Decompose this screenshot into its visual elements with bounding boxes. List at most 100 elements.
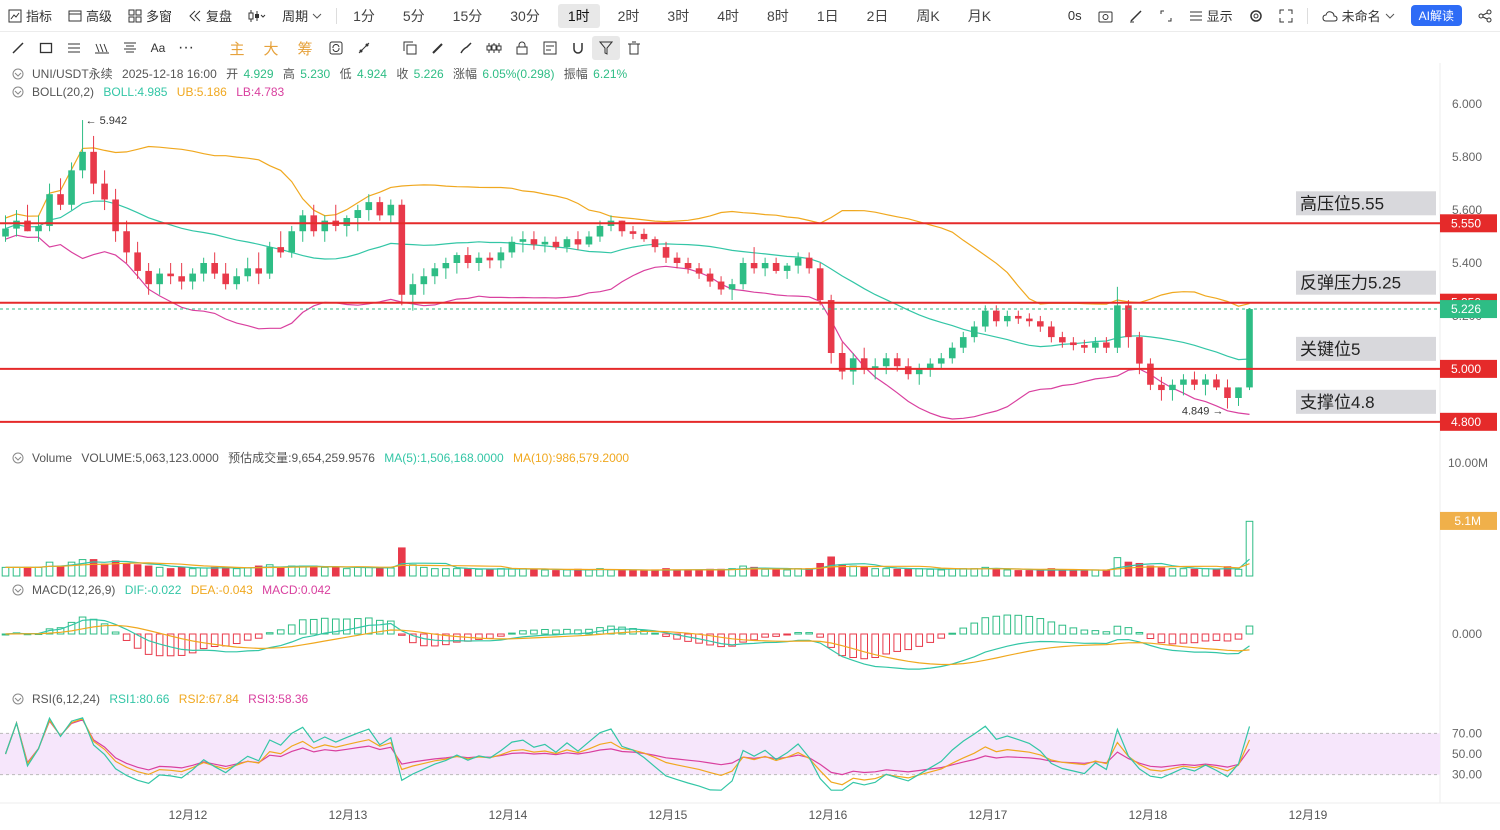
- candle-body: [244, 268, 251, 277]
- indicator-button[interactable]: 指标: [0, 4, 60, 28]
- draw-button[interactable]: [1121, 4, 1151, 28]
- candle-body: [13, 220, 20, 229]
- volume-pane: Volume VOLUME:5,063,123.0000 预估成交量:9,654…: [1, 450, 1497, 577]
- share-button[interactable]: [1470, 4, 1500, 28]
- filter-icon[interactable]: [592, 36, 620, 60]
- layout-dropdown[interactable]: 未命名: [1314, 4, 1403, 28]
- candle-body: [354, 210, 362, 218]
- level-label-bg-2: [1296, 336, 1436, 361]
- note-icon[interactable]: [536, 36, 564, 60]
- interval-1[interactable]: 5分: [402, 7, 425, 24]
- interval-2[interactable]: 15分: [452, 7, 483, 24]
- volume-bar: [243, 567, 252, 577]
- period-dropdown[interactable]: 周期: [274, 4, 330, 28]
- period-label: 周期: [282, 9, 309, 24]
- macd-histogram-bar: [618, 626, 626, 635]
- level-price-tag-0: 5.550: [1451, 216, 1481, 230]
- measure-icon[interactable]: [350, 36, 378, 60]
- candle-body: [662, 247, 670, 258]
- gann-tool-icon[interactable]: [116, 36, 144, 60]
- interval-10[interactable]: 2日: [866, 7, 889, 24]
- interval-12[interactable]: 月K: [967, 7, 992, 24]
- interval-11[interactable]: 周K: [916, 7, 940, 24]
- multi-window-button[interactable]: 多窗: [120, 4, 180, 28]
- screenshot-button[interactable]: [1090, 4, 1121, 28]
- text-tool-icon[interactable]: Aa: [150, 41, 166, 55]
- volume-tag: 5.1M: [1454, 514, 1481, 528]
- macd-toggle-icon[interactable]: [12, 584, 24, 596]
- interval-0[interactable]: 1分: [353, 7, 375, 24]
- candle-body: [123, 231, 130, 253]
- volume-bar: [497, 568, 505, 577]
- share-icon: [1478, 9, 1492, 22]
- boll-toggle-icon[interactable]: [12, 86, 24, 98]
- main-force-tool[interactable]: 主: [229, 40, 245, 58]
- volume-bar: [1234, 568, 1243, 577]
- visibility-toggle-icon[interactable]: [12, 68, 24, 80]
- macd-histogram-bar: [320, 617, 329, 635]
- cloud-icon: [1322, 10, 1338, 21]
- interval-4[interactable]: 1时: [557, 3, 600, 28]
- parallel-tool-icon[interactable]: [60, 36, 88, 60]
- line-tool-icon[interactable]: [4, 36, 32, 60]
- interval-5[interactable]: 2时: [617, 7, 640, 24]
- volume-bar: [144, 565, 153, 577]
- candle-body: [871, 366, 879, 369]
- macd-histogram-bar: [871, 633, 879, 658]
- settings-button[interactable]: [1241, 4, 1271, 28]
- candle-body: [1070, 342, 1077, 346]
- candle-body: [68, 170, 75, 205]
- candle-body: [112, 199, 119, 232]
- volume-bar: [970, 568, 979, 577]
- candle-body: [904, 366, 912, 375]
- macd-histogram-bar: [673, 633, 681, 640]
- volume-bar: [607, 569, 615, 577]
- lock-icon[interactable]: [508, 36, 536, 60]
- macd-histogram-bar: [1179, 633, 1188, 644]
- brush-icon[interactable]: [452, 36, 480, 60]
- volume-toggle-icon[interactable]: [12, 452, 24, 464]
- candle-body: [156, 273, 163, 285]
- volume-bar: [56, 565, 65, 577]
- display-button[interactable]: 显示: [1181, 4, 1241, 28]
- macd-histogram-bar: [1113, 625, 1122, 635]
- chart-style-button[interactable]: [240, 4, 274, 28]
- rect-tool-icon[interactable]: [32, 36, 60, 60]
- macd-histogram-bar: [353, 618, 362, 635]
- candle-body: [1158, 384, 1165, 391]
- maximize-button[interactable]: [1271, 4, 1301, 28]
- macd-histogram-bar: [651, 632, 659, 635]
- ai-analysis-button[interactable]: AI解读: [1403, 4, 1470, 28]
- volume-bar: [23, 566, 32, 577]
- current-price-tag-bg: [1440, 300, 1497, 319]
- fullscreen-toggle[interactable]: [1151, 4, 1181, 28]
- interval-3[interactable]: 30分: [510, 7, 540, 24]
- volume-bar: [596, 568, 604, 577]
- trash-icon[interactable]: [620, 36, 648, 60]
- sync-icon[interactable]: [322, 36, 350, 60]
- copy-icon[interactable]: [396, 36, 424, 60]
- more-tools-icon[interactable]: ···: [178, 39, 194, 56]
- large-order-tool[interactable]: 大: [263, 40, 279, 58]
- interval-7[interactable]: 4时: [717, 7, 740, 24]
- candle-body: [574, 239, 582, 245]
- macd-histogram-bar: [1146, 633, 1155, 640]
- volume-bar: [981, 566, 990, 577]
- magnet-icon[interactable]: [564, 36, 592, 60]
- fib-tool-icon[interactable]: [88, 36, 116, 60]
- pattern-icon[interactable]: [480, 36, 508, 60]
- advanced-button[interactable]: 高级: [60, 4, 120, 28]
- macd-histogram-bar: [100, 623, 109, 635]
- interval-8[interactable]: 8时: [767, 7, 789, 24]
- macd-histogram-bar: [1047, 621, 1056, 635]
- chart-area[interactable]: UNI/USDT永续 2025-12-18 16:00 开 4.929 高 5.…: [0, 63, 1500, 830]
- rsi-toggle-icon[interactable]: [12, 693, 24, 705]
- interval-list: 1分 5分 15分 30分 1时 2时 3时 4时 8时 1日 2日 周K 月K: [343, 3, 1001, 28]
- replay-button[interactable]: 复盘: [180, 4, 240, 28]
- chip-tool[interactable]: 筹: [297, 40, 313, 58]
- pencil-icon[interactable]: [424, 36, 452, 60]
- interval-9[interactable]: 1日: [816, 7, 839, 24]
- macd-histogram-bar: [981, 617, 990, 635]
- candle-body: [1235, 387, 1242, 398]
- interval-6[interactable]: 3时: [667, 7, 690, 24]
